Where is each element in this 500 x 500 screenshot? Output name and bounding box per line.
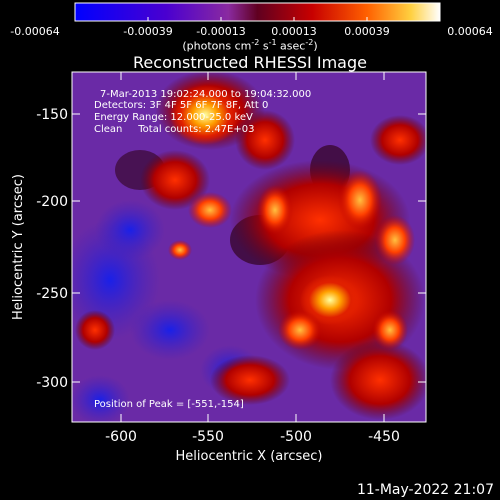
y-tick-label: -200 — [36, 194, 68, 210]
footer-date: 11-May-2022 21:07 — [356, 482, 494, 498]
y-axis-label: Heliocentric Y (arcsec) — [11, 174, 26, 320]
peak-position: Position of Peak = [-551,-154] — [94, 399, 244, 410]
y-tick-label: -250 — [36, 286, 68, 302]
colorbar: -0.00064 -0.00039 -0.00013 0.00013 0.000… — [10, 2, 493, 38]
colorbar-tick-label: -0.00064 — [10, 25, 59, 38]
colorbar-tick-label: 0.00039 — [344, 25, 390, 38]
colorbar-unit-label: (photons cm-2 s-1 asec-2) — [182, 38, 318, 53]
y-axis-ticks — [72, 113, 426, 383]
info-energy-range: Energy Range: 12.000-25.0 keV — [94, 112, 253, 123]
plot-frame — [71, 71, 427, 423]
colorbar-gradient — [74, 2, 441, 22]
y-tick-label: -150 — [36, 107, 68, 123]
colorbar-tick-label: 0.00013 — [271, 25, 317, 38]
colorbar-tick-label: -0.00013 — [196, 25, 245, 38]
y-tick-label: -300 — [36, 375, 68, 391]
info-total-counts: Clean Total counts: 2.47E+03 — [94, 124, 254, 135]
x-tick-label: -550 — [192, 429, 224, 445]
info-detectors: Detectors: 3F 4F 5F 6F 7F 8F, Att 0 — [94, 100, 268, 111]
info-time-range: 7-Mar-2013 19:02:24.000 to 19:04:32.000 — [100, 89, 311, 100]
x-tick-label: -600 — [105, 429, 137, 445]
x-tick-label: -450 — [368, 429, 400, 445]
x-axis-label: Heliocentric X (arcsec) — [176, 449, 323, 464]
x-tick-label: -500 — [280, 429, 312, 445]
plot-title: Reconstructed RHESSI Image — [133, 53, 367, 72]
x-axis-ticks — [120, 72, 385, 422]
colorbar-ticks — [74, 17, 441, 21]
rhessi-map-image — [72, 72, 426, 422]
colorbar-tick-label: 0.00064 — [447, 25, 493, 38]
colorbar-tick-label: -0.00039 — [123, 25, 172, 38]
